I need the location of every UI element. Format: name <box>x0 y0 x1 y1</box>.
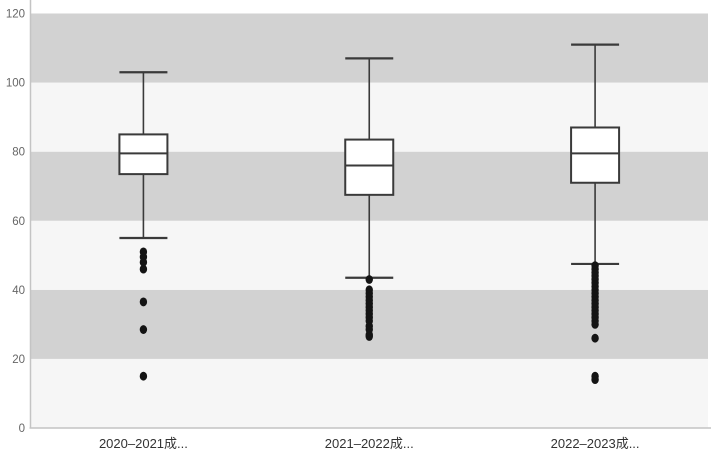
outlier-point <box>139 297 148 307</box>
outlier-point <box>139 371 148 381</box>
iqr-box <box>570 126 621 184</box>
outlier-point <box>139 325 148 334</box>
outlier-point <box>365 275 373 284</box>
y-tick-label: 80 <box>12 147 25 159</box>
outlier-point <box>591 375 599 385</box>
iqr-box <box>344 138 395 196</box>
y-tick-label: 60 <box>12 216 25 228</box>
y-tick-label: 120 <box>6 9 25 21</box>
x-category-label: 2021–2022成... <box>325 436 414 451</box>
y-tick-label: 0 <box>19 423 25 435</box>
outlier-point <box>139 264 148 274</box>
x-category-label: 2020–2021成... <box>99 436 188 451</box>
outlier-point <box>139 257 148 267</box>
outlier-point <box>591 333 599 343</box>
y-tick-label: 40 <box>12 285 25 297</box>
outlier-point <box>365 332 373 341</box>
y-tick-label: 20 <box>12 354 25 366</box>
y-tick-label: 100 <box>6 78 25 90</box>
plot-band <box>30 358 708 428</box>
x-category-label: 2022–2023成... <box>551 436 640 451</box>
outlier-point <box>591 319 599 329</box>
